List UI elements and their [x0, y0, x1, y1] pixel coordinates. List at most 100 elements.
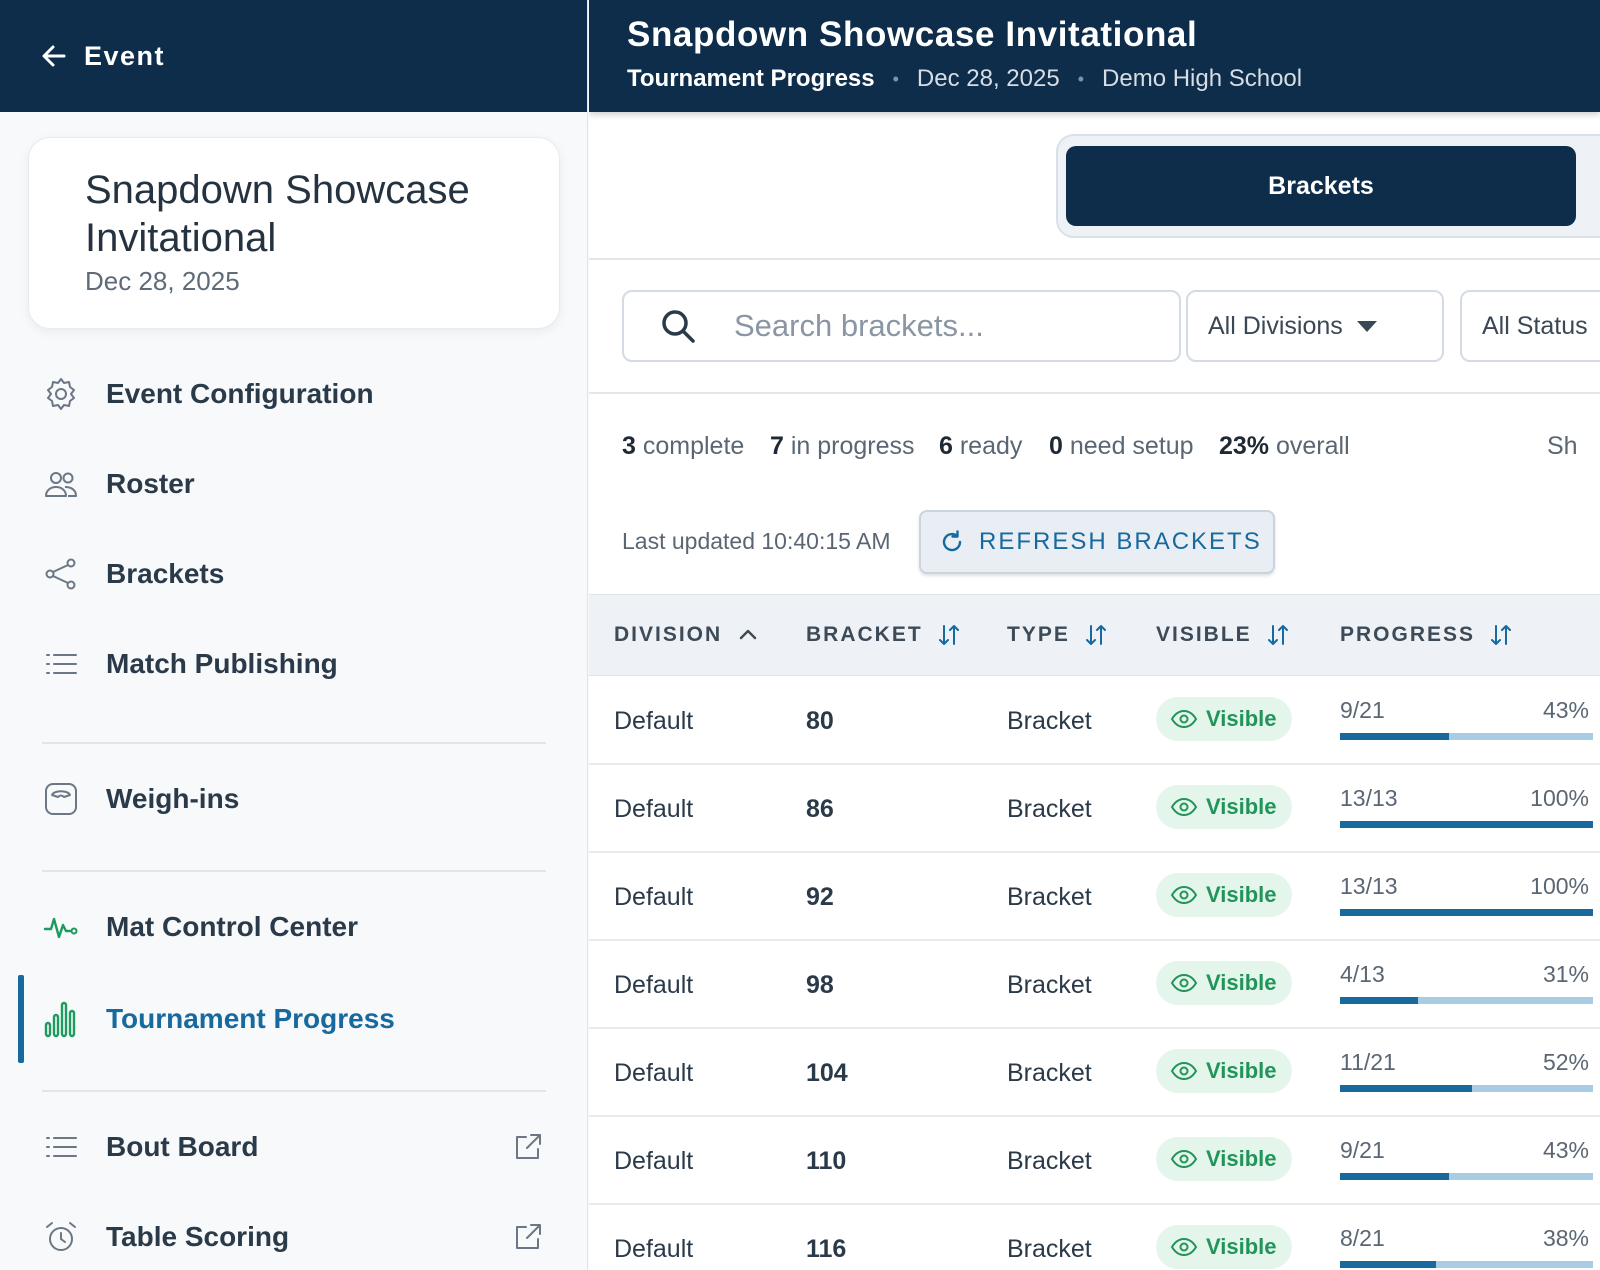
progress-bar-fill [1340, 1085, 1472, 1092]
sidebar-item-label: Roster [106, 468, 195, 499]
cell-bracket[interactable]: 116 [806, 1235, 847, 1263]
cell-type: Bracket [1007, 883, 1092, 911]
progress-count: 9/21 [1340, 697, 1385, 723]
table-row[interactable]: Default 86 Bracket Visible 13/13 100% [589, 765, 1600, 853]
visible-badge[interactable]: Visible [1156, 1049, 1292, 1093]
status-select[interactable]: All Status [1460, 290, 1600, 362]
external-link-icon[interactable] [512, 1131, 544, 1163]
stat-truncated[interactable]: Sh [1547, 432, 1578, 460]
table-row[interactable]: Default 110 Bracket Visible 9/21 43% [589, 1117, 1600, 1205]
table-row[interactable]: Default 98 Bracket Visible 4/13 31% [589, 941, 1600, 1029]
sidebar-item-brackets[interactable]: Brackets [0, 538, 587, 610]
progress-summary: 3 complete 7 in progress 6 ready 0 need … [622, 420, 1600, 480]
refresh-brackets-button[interactable]: REFRESH BRACKETS [919, 510, 1275, 574]
page-header: Snapdown Showcase Invitational Tournamen… [589, 0, 1600, 112]
chevron-up-icon [739, 629, 757, 640]
sidebar-item-event-configuration[interactable]: Event Configuration [0, 358, 587, 430]
visible-badge[interactable]: Visible [1156, 961, 1292, 1005]
active-indicator [18, 975, 24, 1063]
cell-bracket[interactable]: 104 [806, 1059, 848, 1087]
event-date: Dec 28, 2025 [85, 266, 240, 296]
progress-count: 4/13 [1340, 961, 1385, 987]
search-field[interactable] [622, 290, 1181, 362]
status-select-value: All Status [1482, 311, 1588, 340]
cell-type: Bracket [1007, 971, 1092, 999]
progress-percent: 43% [1542, 697, 1589, 723]
table-header: DIVISION BRACKET TYPE VISIBLE PROGRESS [589, 594, 1600, 676]
progress-bar-fill [1340, 909, 1593, 916]
visible-label: Visible [1206, 706, 1277, 731]
sidebar-item-match-publishing[interactable]: Match Publishing [0, 628, 587, 700]
cell-type: Bracket [1007, 1059, 1092, 1087]
column-header-visible[interactable]: VISIBLE [1156, 623, 1290, 647]
external-link-icon[interactable] [512, 1221, 544, 1253]
breadcrumb-separator: • [892, 68, 899, 89]
table-row[interactable]: Default 116 Bracket Visible 8/21 38% [589, 1205, 1600, 1270]
progress-bar [1340, 909, 1593, 916]
cell-bracket[interactable]: 86 [806, 795, 834, 823]
sidebar-item-mat-control-center[interactable]: Mat Control Center [0, 891, 587, 963]
main-content: Snapdown Showcase Invitational Tournamen… [589, 0, 1600, 1270]
visible-label: Visible [1206, 882, 1277, 907]
event-title: Snapdown Showcase Invitational [85, 168, 470, 260]
bar-chart-icon [42, 1000, 80, 1038]
stat-need-setup: 0 need setup [1049, 432, 1194, 460]
sidebar-item-weigh-ins[interactable]: Weigh-ins [0, 763, 587, 835]
visible-badge[interactable]: Visible [1156, 1137, 1292, 1181]
sidebar-item-label: Mat Control Center [106, 911, 358, 942]
progress-count: 8/21 [1340, 1225, 1385, 1251]
progress-bar [1340, 733, 1593, 740]
view-tabs: Brackets [589, 112, 1600, 260]
cell-bracket[interactable]: 98 [806, 971, 834, 999]
table-row[interactable]: Default 104 Bracket Visible 11/21 52% [589, 1029, 1600, 1117]
division-select[interactable]: All Divisions [1186, 290, 1444, 362]
column-header-bracket[interactable]: BRACKET [806, 623, 961, 647]
sidebar-item-label: Weigh-ins [106, 783, 240, 814]
progress-bar [1340, 1173, 1593, 1180]
progress-percent: 52% [1542, 1049, 1589, 1075]
stat-complete: 3 complete [622, 432, 745, 460]
last-updated-text: Last updated 10:40:15 AM [622, 528, 891, 554]
cell-bracket[interactable]: 80 [806, 707, 834, 735]
cell-division: Default [614, 971, 694, 999]
progress-percent: 43% [1542, 1137, 1589, 1163]
sidebar-item-table-scoring[interactable]: Table Scoring [0, 1201, 587, 1270]
visible-badge[interactable]: Visible [1156, 873, 1292, 917]
visible-badge[interactable]: Visible [1156, 1225, 1292, 1269]
column-header-progress[interactable]: PROGRESS [1340, 623, 1513, 647]
stat-ready: 6 ready [939, 432, 1023, 460]
visible-badge[interactable]: Visible [1156, 785, 1292, 829]
breadcrumb-school: Demo High School [1102, 65, 1303, 92]
table-row[interactable]: Default 92 Bracket Visible 13/13 100% [589, 853, 1600, 941]
table-row[interactable]: Default 80 Bracket Visible 9/21 43% [589, 677, 1600, 765]
sidebar-item-label: Tournament Progress [106, 1003, 395, 1034]
breadcrumb-date: Dec 28, 2025 [916, 65, 1060, 92]
column-header-division[interactable]: DIVISION [614, 623, 760, 647]
sidebar-divider [42, 742, 546, 744]
cell-division: Default [614, 1235, 694, 1263]
back-label: Event [84, 40, 166, 71]
progress-count: 11/21 [1340, 1049, 1396, 1075]
sidebar-item-roster[interactable]: Roster [0, 448, 587, 520]
refresh-label: REFRESH BRACKETS [979, 528, 1262, 555]
progress-count: 9/21 [1340, 1137, 1385, 1163]
sidebar-item-label: Event Configuration [106, 378, 374, 409]
sidebar-divider [42, 870, 546, 872]
search-input[interactable] [734, 308, 1134, 344]
cell-bracket[interactable]: 92 [806, 883, 834, 911]
refresh-icon [942, 530, 962, 552]
back-to-event-button[interactable]: Event [0, 0, 587, 112]
page-title: Snapdown Showcase Invitational [627, 15, 1198, 54]
column-header-type[interactable]: TYPE [1007, 623, 1108, 647]
scale-icon [42, 780, 80, 818]
tab-brackets[interactable]: Brackets [1066, 146, 1576, 226]
sidebar-item-tournament-progress[interactable]: Tournament Progress [0, 983, 587, 1055]
visible-badge[interactable]: Visible [1156, 697, 1292, 741]
cell-bracket[interactable]: 110 [806, 1147, 847, 1175]
eye-icon [1170, 709, 1198, 729]
sidebar-item-label: Brackets [106, 558, 225, 589]
alarm-clock-icon [42, 1218, 80, 1256]
progress-bar-fill [1340, 997, 1419, 1004]
sidebar-item-bout-board[interactable]: Bout Board [0, 1111, 587, 1183]
progress-count: 13/13 [1340, 873, 1398, 899]
